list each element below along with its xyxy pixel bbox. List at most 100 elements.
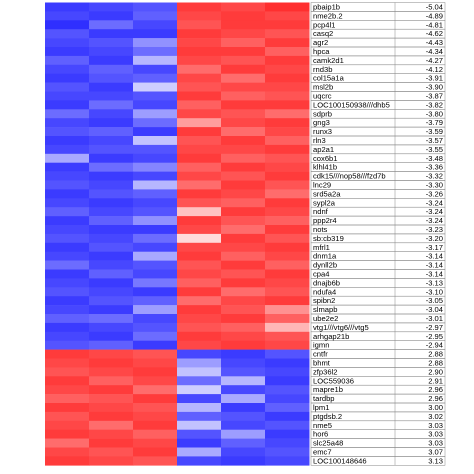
fold-change: 2.88 xyxy=(428,350,443,359)
heatmap-cell xyxy=(265,127,310,137)
heatmap-cell xyxy=(177,296,222,306)
heatmap-cell xyxy=(265,82,310,92)
gene-name: cpa4 xyxy=(313,269,329,278)
fold-change: 3.03 xyxy=(428,430,443,439)
heatmap-cell xyxy=(177,100,222,110)
heatmap-cell xyxy=(45,162,90,172)
heatmap-cell xyxy=(265,242,310,252)
heatmap-cell xyxy=(89,2,134,12)
heatmap-cell xyxy=(45,367,90,377)
heatmap-cell xyxy=(221,225,266,235)
heatmap-cell xyxy=(177,242,222,252)
heatmap-cell xyxy=(265,331,310,341)
heatmap-cell xyxy=(177,47,222,57)
heatmap-cell xyxy=(265,358,310,368)
heatmap-cell xyxy=(221,358,266,368)
heatmap-cell xyxy=(89,189,134,199)
heatmap-cell xyxy=(177,20,222,30)
heatmap-cell xyxy=(89,438,134,448)
heatmap-cell xyxy=(133,136,178,146)
heatmap-cell xyxy=(221,2,266,12)
heatmap-cell xyxy=(89,180,134,190)
heatmap-cell xyxy=(45,100,90,110)
gene-name: camk2d1 xyxy=(313,56,344,65)
heatmap-cell xyxy=(133,403,178,413)
table-row xyxy=(310,429,446,439)
heatmap-cell xyxy=(177,109,222,119)
heatmap-cell xyxy=(177,385,222,395)
heatmap-cell xyxy=(221,242,266,252)
heatmap-cell xyxy=(89,251,134,261)
fold-change: -2.97 xyxy=(426,323,443,332)
heatmap-cell xyxy=(89,100,134,110)
gene-name: dnajb6b xyxy=(313,278,340,287)
heatmap-cell xyxy=(177,438,222,448)
heatmap-cell xyxy=(265,349,310,359)
fold-change: -3.24 xyxy=(426,216,443,225)
heatmap-cell xyxy=(265,403,310,413)
gene-name: dynll2b xyxy=(313,261,337,270)
fold-change: -4.62 xyxy=(426,29,443,38)
heatmap-cell xyxy=(133,153,178,163)
heatmap-cell xyxy=(177,55,222,66)
heatmap-cell xyxy=(265,305,310,315)
heatmap-cell xyxy=(221,340,266,350)
heatmap-cell xyxy=(89,314,134,324)
heatmap-cell xyxy=(177,171,222,181)
gene-name: LOC559036 xyxy=(313,376,354,385)
heatmap-cell xyxy=(45,331,90,341)
fold-change: 2.96 xyxy=(428,385,443,394)
heatmap-cell xyxy=(45,225,90,235)
heatmap-cell xyxy=(177,2,222,12)
heatmap-cell xyxy=(89,11,134,21)
heatmap-cell xyxy=(45,38,90,48)
heatmap-cell xyxy=(89,233,134,244)
heatmap-cell xyxy=(45,349,90,359)
heatmap-cell xyxy=(133,109,178,119)
heatmap-cell xyxy=(45,153,90,163)
heatmap-cell xyxy=(89,242,134,252)
fold-change: 3.07 xyxy=(428,447,443,456)
heatmap-cell xyxy=(221,349,266,359)
gene-name: gng3 xyxy=(313,118,330,127)
heatmap-cell xyxy=(45,447,90,457)
gene-name: LOC100148646 xyxy=(313,456,367,465)
heatmap-cell xyxy=(133,11,178,21)
gene-name: pbaip1b xyxy=(313,2,340,11)
heatmap-cell xyxy=(177,144,222,155)
heatmap-cell xyxy=(177,322,222,333)
gene-name: bhmt xyxy=(313,358,331,367)
heatmap-cell xyxy=(45,287,90,297)
gene-name: sypl2a xyxy=(313,198,336,207)
heatmap-cell xyxy=(45,394,90,404)
heatmap-cell xyxy=(89,47,134,57)
heatmap-cell xyxy=(221,153,266,163)
heatmap-cell xyxy=(45,144,90,155)
heatmap-cell xyxy=(265,456,310,466)
heatmap-cell xyxy=(45,189,90,199)
heatmap-cell xyxy=(133,296,178,306)
heatmap-cell xyxy=(133,367,178,377)
fold-change: -3.80 xyxy=(426,109,443,118)
heatmap-cell xyxy=(177,305,222,315)
heatmap-cell xyxy=(133,251,178,261)
heatmap-cell xyxy=(45,11,90,21)
heatmap-cell xyxy=(265,47,310,57)
heatmap-cell xyxy=(265,287,310,297)
fold-change: 3.02 xyxy=(428,412,443,421)
heatmap-cell xyxy=(89,287,134,297)
heatmap-cell xyxy=(221,189,266,199)
fold-change: -3.48 xyxy=(426,154,443,163)
gene-name: arhgap21b xyxy=(313,332,349,341)
fold-change: 2.91 xyxy=(428,376,443,385)
heatmap-cell xyxy=(177,331,222,341)
heatmap-cell xyxy=(177,340,222,350)
gene-name: ap2a1 xyxy=(313,145,334,154)
fold-change: -3.36 xyxy=(426,163,443,172)
heatmap-cell xyxy=(89,29,134,39)
fold-change: -3.57 xyxy=(426,136,443,145)
heatmap-cell xyxy=(133,162,178,172)
fold-change: 3.03 xyxy=(428,421,443,430)
heatmap-cell xyxy=(45,29,90,39)
heatmap-cell xyxy=(89,38,134,48)
